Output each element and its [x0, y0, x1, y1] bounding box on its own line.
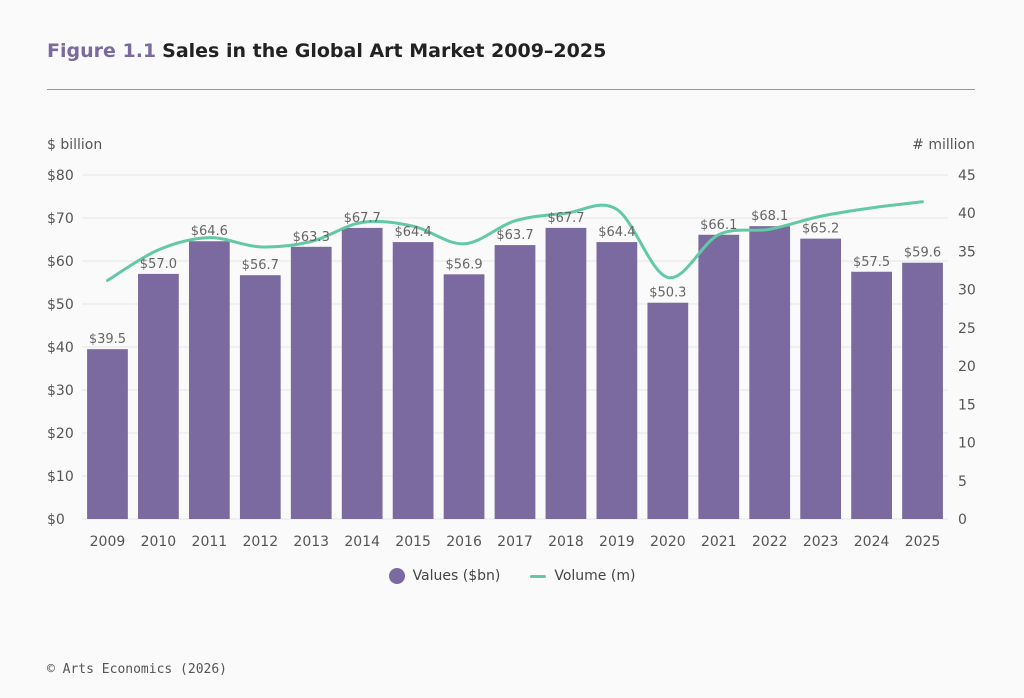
- y-tick-right: 15: [958, 397, 976, 413]
- y-tick-right: 35: [958, 244, 976, 260]
- x-tick: 2012: [242, 534, 278, 550]
- bar: [800, 238, 842, 519]
- chart-title: Figure 1.1 Sales in the Global Art Market…: [47, 40, 606, 62]
- y-tick-right: 0: [958, 512, 967, 528]
- legend-item-volume: Volume (m): [530, 568, 635, 584]
- chart-area: $ billion # million $0 $10 $20 $30 $40 $50 $60…: [47, 137, 976, 550]
- volume-line-path: [105, 200, 925, 282]
- volume-line: [105, 200, 925, 282]
- bar: [698, 234, 740, 519]
- y-tick-right: 30: [958, 283, 976, 299]
- legend-item-values: Values ($bn): [388, 568, 501, 584]
- y-tick-left: $20: [47, 426, 74, 442]
- legend-label-volume: Volume (m): [554, 568, 636, 584]
- bar: [647, 302, 689, 519]
- bar-data-label: $50.3: [649, 286, 686, 301]
- bars: [87, 226, 943, 520]
- y-tick-right: 20: [958, 359, 976, 375]
- y-tick-left: $40: [47, 340, 74, 356]
- bar-data-label: $66.1: [700, 218, 737, 233]
- legend-label-values: Values ($bn): [412, 568, 501, 584]
- title-divider: [47, 89, 975, 90]
- bar: [545, 227, 587, 519]
- legend-swatch-volume: [530, 574, 547, 578]
- figure-label: Figure 1.1: [47, 40, 157, 62]
- bar: [392, 242, 434, 519]
- y-tick-left: $30: [47, 383, 74, 399]
- bar-data-label: $56.7: [242, 258, 279, 273]
- bar-data-label: $64.4: [395, 225, 432, 240]
- bar: [749, 226, 791, 520]
- title-text: Sales in the Global Art Market 2009–2025: [162, 40, 607, 62]
- source-credit: © Arts Economics (2026): [47, 662, 228, 677]
- bar-data-label: $67.7: [547, 211, 584, 226]
- y-tick-left: $10: [47, 469, 74, 485]
- bar-data-label: $57.0: [140, 257, 177, 272]
- bar-data-label: $59.6: [904, 246, 941, 261]
- data-labels: $39.5 $57.0 $64.6 $56.7 $63.3 $67.7 $64.4 $56.9…: [89, 209, 941, 347]
- bar-data-label: $63.3: [293, 230, 330, 245]
- x-tick: 2025: [905, 534, 941, 550]
- x-tick: 2011: [192, 534, 228, 550]
- bar-data-label: $39.5: [89, 332, 126, 347]
- y-tick-left: $50: [47, 297, 74, 313]
- x-tick: 2013: [293, 534, 329, 550]
- y-tick-right: 25: [958, 321, 976, 337]
- y-tick-right: 40: [958, 206, 976, 222]
- bar-data-label: $64.6: [191, 224, 228, 239]
- x-tick: 2022: [752, 534, 788, 550]
- x-tick: 2009: [90, 534, 126, 550]
- x-tick: 2014: [344, 534, 380, 550]
- y-tick-left: $0: [47, 512, 65, 528]
- bar: [290, 246, 332, 519]
- x-tick: 2018: [548, 534, 584, 550]
- bar-data-label: $56.9: [445, 257, 482, 272]
- bar: [902, 262, 943, 519]
- bar: [596, 242, 638, 519]
- bar: [87, 349, 128, 519]
- x-tick: 2015: [395, 534, 431, 550]
- x-tick: 2017: [497, 534, 533, 550]
- x-tick: 2023: [803, 534, 839, 550]
- legend-swatch-values: [388, 568, 405, 584]
- x-tick: 2016: [446, 534, 482, 550]
- y-axis-label-left: $ billion: [47, 137, 102, 153]
- y-tick-right: 45: [958, 168, 976, 184]
- bar-data-label: $57.5: [853, 255, 890, 270]
- legend: Values ($bn) Volume (m): [0, 568, 1024, 584]
- bar-data-label: $67.7: [344, 211, 381, 226]
- x-tick: 2021: [701, 534, 737, 550]
- y-axis-ticks-right: 0 5 10 15 20 25 30 35 40 45: [958, 168, 976, 528]
- y-tick-left: $70: [47, 211, 74, 227]
- bar: [443, 274, 485, 519]
- bar: [494, 245, 536, 519]
- y-tick-right: 10: [958, 436, 976, 452]
- x-tick: 2019: [599, 534, 635, 550]
- y-tick-left: $80: [47, 168, 74, 184]
- bar-data-label: $64.4: [598, 225, 635, 240]
- x-tick: 2010: [141, 534, 177, 550]
- y-tick-right: 5: [958, 474, 967, 490]
- bar: [138, 273, 179, 519]
- y-axis-ticks-left: $0 $10 $20 $30 $40 $50 $60 $70 $80: [47, 168, 74, 528]
- x-tick: 2024: [854, 534, 890, 550]
- x-axis-ticks: 2009 2010 2011 2012 2013 2014 2015 2016 2017 2018…: [90, 534, 941, 550]
- x-tick: 2020: [650, 534, 686, 550]
- bar: [851, 271, 892, 519]
- bar: [188, 241, 230, 519]
- y-axis-label-right: # million: [912, 137, 975, 153]
- bar: [239, 275, 281, 519]
- bar: [341, 227, 383, 519]
- y-tick-left: $60: [47, 254, 74, 270]
- bar-data-label: $65.2: [802, 222, 839, 237]
- bar-data-label: $63.7: [496, 228, 533, 243]
- bar-data-label: $68.1: [751, 209, 788, 224]
